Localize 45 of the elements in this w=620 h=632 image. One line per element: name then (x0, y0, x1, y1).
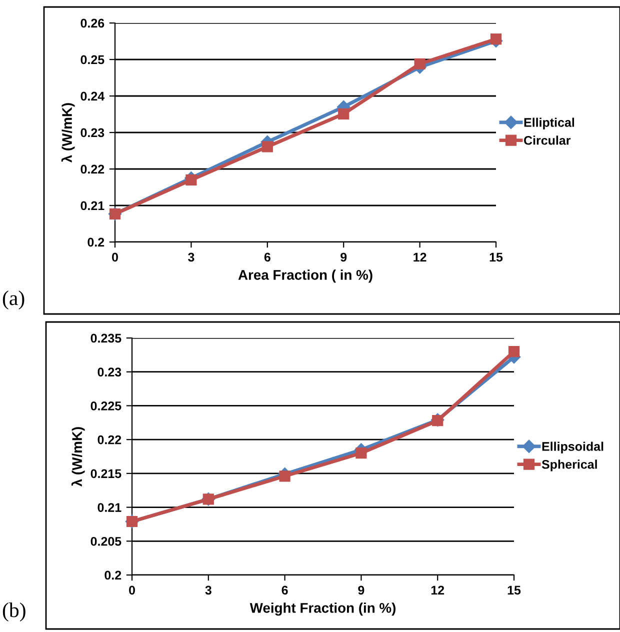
x-tick-label: 15 (508, 586, 521, 595)
legend-label: Circular (524, 136, 571, 145)
legend-label: Elliptical (524, 118, 574, 130)
y-tick-label: 0.205 (90, 536, 122, 546)
y-tick-label: 0.235 (90, 334, 122, 343)
x-tick-label: 12 (431, 586, 444, 594)
y-tick-label: 0.23 (80, 128, 104, 138)
y-tick-label: 0.25 (80, 55, 104, 64)
point (490, 34, 502, 45)
point (414, 58, 426, 70)
y-tick-label: 0.26 (80, 18, 104, 28)
point (356, 448, 367, 459)
x-tick-label: 0 (129, 586, 135, 595)
x-tick-label: 15 (490, 252, 503, 262)
x-tick-label: 6 (282, 586, 288, 595)
point (338, 108, 350, 120)
y-tick-label: 0.2 (88, 238, 104, 247)
y-tick-label: 0.22 (80, 164, 104, 174)
y-tick-label: 0.21 (80, 201, 104, 210)
y-tick-label: 0.215 (90, 469, 122, 478)
x-tick-label: 12 (414, 252, 426, 262)
text: (b) (2, 602, 26, 622)
x-tick-label: 6 (264, 252, 270, 262)
legend-label: Ellipsoidal (542, 442, 604, 454)
y-tick-label: 0.21 (98, 503, 122, 512)
x-tick-label: 9 (358, 586, 364, 595)
point (508, 346, 520, 358)
y-axis-title: λ (W/mK) (61, 103, 75, 163)
y-tick-label: 0.24 (80, 92, 105, 101)
y-tick-label: 0.2 (104, 570, 122, 580)
y-axis-title: λ (W/mK) (71, 427, 85, 487)
x-tick-label: 3 (205, 586, 212, 595)
point (262, 141, 273, 152)
x-axis-title: Weight Fraction (in %) (250, 602, 396, 616)
y-tick-label: 0.23 (98, 368, 122, 377)
y-tick-label: 0.22 (98, 435, 122, 444)
point (279, 470, 290, 482)
x-axis-title: Area Fraction ( in %) (238, 270, 372, 283)
x-tick-label: 0 (112, 252, 118, 262)
legend-label: Spherical (542, 460, 597, 472)
point (186, 174, 197, 186)
y-tick-label: 0.225 (90, 402, 122, 410)
x-tick-label: 3 (188, 252, 194, 262)
x-tick-label: 9 (340, 252, 347, 262)
text: (a) (2, 290, 24, 310)
